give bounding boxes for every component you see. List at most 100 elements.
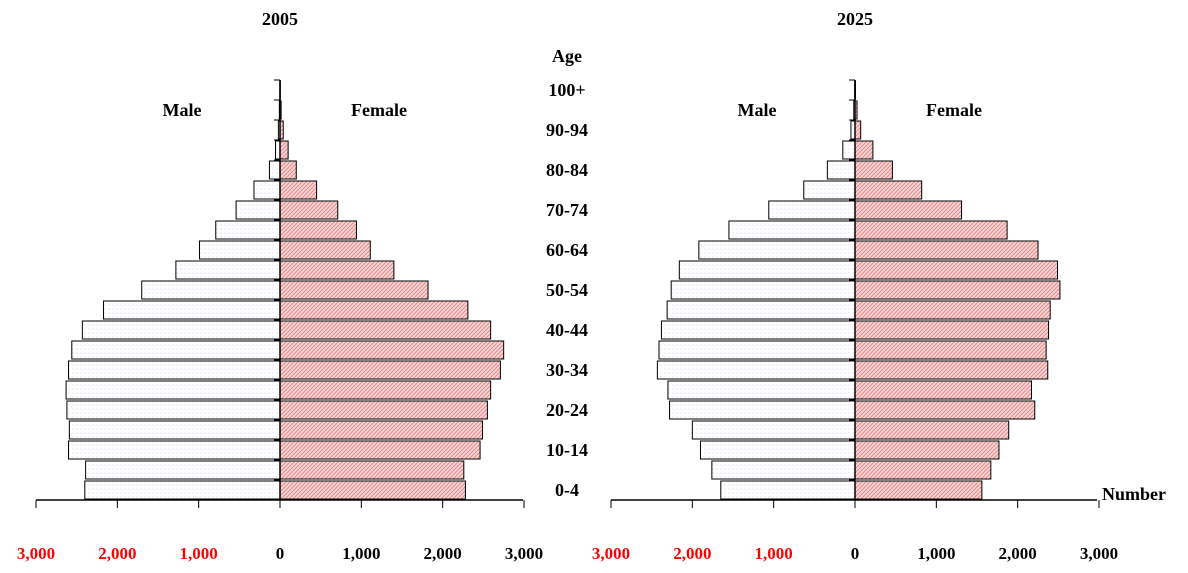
- age-tick-label: 10-14: [546, 440, 588, 460]
- age-tick-label: 60-64: [546, 240, 588, 260]
- bar-female-60-64: [280, 241, 370, 259]
- pyramid-2025: [611, 80, 1099, 508]
- x-tick-label: 0: [851, 544, 860, 563]
- bar-male-65-69: [729, 221, 855, 239]
- x-tick-label: 2,000: [424, 544, 462, 563]
- bar-female-70-74: [855, 201, 962, 219]
- age-axis-title: Age: [552, 46, 582, 66]
- bar-female-0-4: [855, 481, 982, 499]
- age-tick-label: 40-44: [546, 320, 588, 340]
- panel-title-2025: 2025: [837, 9, 873, 29]
- bar-female-45-49: [855, 301, 1050, 319]
- bar-female-60-64: [855, 241, 1038, 259]
- bar-female-85-89: [280, 141, 288, 159]
- age-tick-label: 90-94: [546, 120, 588, 140]
- bar-male-35-39: [72, 341, 280, 359]
- bar-female-35-39: [280, 341, 504, 359]
- bar-male-25-29: [66, 381, 280, 399]
- bar-male-40-44: [661, 321, 855, 339]
- bar-female-55-59: [855, 261, 1058, 279]
- age-tick-label: 80-84: [546, 160, 588, 180]
- bar-male-80-84: [827, 161, 855, 179]
- bar-male-45-49: [667, 301, 855, 319]
- bar-female-30-34: [280, 361, 500, 379]
- bar-female-40-44: [855, 321, 1049, 339]
- bar-female-10-14: [855, 441, 999, 459]
- bar-male-20-24: [67, 401, 280, 419]
- bar-female-10-14: [280, 441, 480, 459]
- x-tick-label: 1,000: [180, 544, 218, 563]
- bar-female-75-79: [280, 181, 317, 199]
- bar-male-85-89: [843, 141, 855, 159]
- bar-female-5-9: [855, 461, 991, 479]
- x-tick-label: 1,000: [755, 544, 793, 563]
- bar-female-30-34: [855, 361, 1048, 379]
- x-tick-label: 3,000: [1080, 544, 1118, 563]
- bar-female-90-94: [855, 121, 861, 139]
- bar-male-35-39: [659, 341, 855, 359]
- bar-female-80-84: [855, 161, 892, 179]
- bar-female-15-19: [280, 421, 483, 439]
- bar-female-50-54: [280, 281, 428, 299]
- bar-male-60-64: [199, 241, 280, 259]
- age-tick-label: 70-74: [546, 200, 588, 220]
- bar-male-75-79: [804, 181, 855, 199]
- age-tick-label: 20-24: [546, 400, 588, 420]
- bar-male-55-59: [176, 261, 280, 279]
- bar-male-60-64: [699, 241, 855, 259]
- bar-female-50-54: [855, 281, 1060, 299]
- value-axis-title: Number: [1102, 484, 1166, 504]
- bar-female-20-24: [855, 401, 1035, 419]
- male-label-2005: Male: [163, 100, 202, 120]
- bar-female-65-69: [855, 221, 1007, 239]
- bar-female-40-44: [280, 321, 491, 339]
- bar-male-5-9: [86, 461, 280, 479]
- bar-male-10-14: [700, 441, 855, 459]
- bar-male-65-69: [216, 221, 280, 239]
- age-tick-label: 0-4: [555, 480, 579, 500]
- bar-male-30-34: [657, 361, 855, 379]
- bar-male-5-9: [712, 461, 855, 479]
- x-tick-label: 2,000: [999, 544, 1037, 563]
- bar-female-5-9: [280, 461, 464, 479]
- x-tick-label: 0: [276, 544, 285, 563]
- age-tick-label: 50-54: [546, 280, 588, 300]
- x-tick-label: 3,000: [505, 544, 543, 563]
- x-tick-labels-2005: 3,000 2,000 1,000 0 1,000 2,000 3,000: [17, 544, 543, 563]
- x-tick-label: 1,000: [342, 544, 380, 563]
- bar-male-50-54: [671, 281, 855, 299]
- bar-male-75-79: [254, 181, 280, 199]
- pyramid-2005: [36, 80, 524, 508]
- age-tick-label: 30-34: [546, 360, 588, 380]
- bar-female-65-69: [280, 221, 356, 239]
- bar-male-40-44: [82, 321, 280, 339]
- age-tick-label: 100+: [548, 80, 585, 100]
- bar-male-70-74: [236, 201, 280, 219]
- x-tick-label: 2,000: [98, 544, 136, 563]
- x-tick-label: 2,000: [673, 544, 711, 563]
- age-tick-labels: 0-4 10-14 20-24 30-34 40-44 50-54 60-64 70-74 80…: [546, 80, 588, 500]
- x-tick-label: 1,000: [917, 544, 955, 563]
- bar-male-70-74: [769, 201, 855, 219]
- bar-female-80-84: [280, 161, 296, 179]
- bar-male-15-19: [69, 421, 280, 439]
- male-label-2025: Male: [738, 100, 777, 120]
- bar-female-25-29: [280, 381, 491, 399]
- bar-female-20-24: [280, 401, 487, 419]
- panel-title-2005: 2005: [262, 9, 298, 29]
- bar-male-80-84: [269, 161, 280, 179]
- female-label-2025: Female: [926, 100, 982, 120]
- bar-female-70-74: [280, 201, 338, 219]
- bar-male-20-24: [670, 401, 855, 419]
- bar-male-15-19: [692, 421, 855, 439]
- bar-male-45-49: [104, 301, 280, 319]
- bar-female-55-59: [280, 261, 394, 279]
- bar-female-85-89: [855, 141, 873, 159]
- bar-male-0-4: [85, 481, 280, 499]
- x-tick-label: 3,000: [17, 544, 55, 563]
- bar-female-0-4: [280, 481, 465, 499]
- bar-male-50-54: [142, 281, 280, 299]
